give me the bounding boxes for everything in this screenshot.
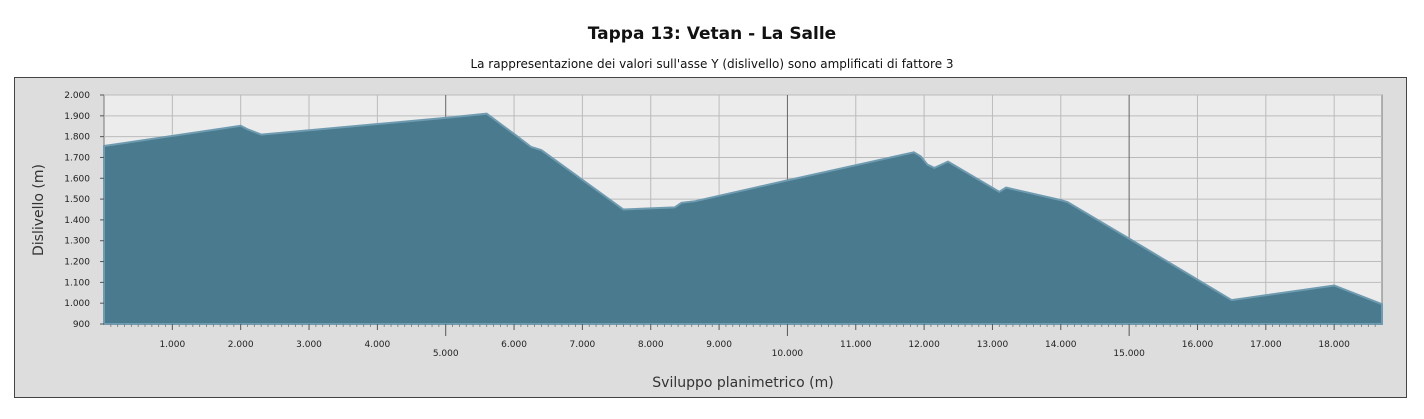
elevation-area bbox=[103, 112, 1383, 325]
y-tick-label: 1.200 bbox=[64, 258, 90, 268]
x-axis-label: Sviluppo planimetrico (m) bbox=[652, 375, 833, 391]
x-tick-label: 16.000 bbox=[1182, 340, 1214, 350]
y-tick-label: 1.700 bbox=[64, 153, 90, 163]
y-tick-label: 1.300 bbox=[64, 237, 90, 247]
y-axis-ticks: 900 1.000 1.100 1.200 1.300 1.400 1.500 1.600 1.… bbox=[64, 91, 104, 330]
y-tick-label: 900 bbox=[73, 320, 90, 330]
x-tick-label: 1.000 bbox=[159, 340, 185, 350]
x-tick-label: 10.000 bbox=[772, 349, 804, 359]
x-tick-label: 14.000 bbox=[1045, 340, 1077, 350]
x-tick-label: 7.000 bbox=[570, 340, 596, 350]
x-tick-label: 11.000 bbox=[840, 340, 872, 350]
x-tick-label: 17.000 bbox=[1250, 340, 1282, 350]
x-tick-label: 13.000 bbox=[977, 340, 1009, 350]
y-tick-label: 1.000 bbox=[64, 299, 90, 309]
x-tick-label: 4.000 bbox=[364, 340, 390, 350]
x-tick-label: 3.000 bbox=[296, 340, 322, 350]
x-tick-label: 2.000 bbox=[228, 340, 254, 350]
y-tick-label: 1.600 bbox=[64, 174, 90, 184]
x-tick-label: 5.000 bbox=[433, 349, 459, 359]
x-tick-label: 8.000 bbox=[638, 340, 664, 350]
x-tick-label: 15.000 bbox=[1113, 349, 1145, 359]
x-tick-label: 18.000 bbox=[1318, 340, 1350, 350]
y-axis-label: Dislivello (m) bbox=[31, 164, 47, 256]
x-tick-label: 9.000 bbox=[706, 340, 732, 350]
x-tick-label: 6.000 bbox=[501, 340, 527, 350]
chart-title: Tappa 13: Vetan - La Salle bbox=[587, 24, 837, 44]
y-tick-label: 1.500 bbox=[64, 195, 90, 205]
y-tick-label: 1.100 bbox=[64, 278, 90, 288]
y-tick-label: 2.000 bbox=[64, 91, 90, 101]
chart-subtitle: La rappresentazione dei valori sull'asse… bbox=[470, 57, 954, 71]
y-tick-label: 1.400 bbox=[64, 216, 90, 226]
y-tick-label: 1.800 bbox=[64, 133, 90, 143]
x-axis-ticks: 1.000 2.000 3.000 4.000 5.000 6.000 7.000 8.000… bbox=[110, 324, 1376, 359]
x-tick-label: 12.000 bbox=[908, 340, 940, 350]
y-tick-label: 1.900 bbox=[64, 112, 90, 122]
